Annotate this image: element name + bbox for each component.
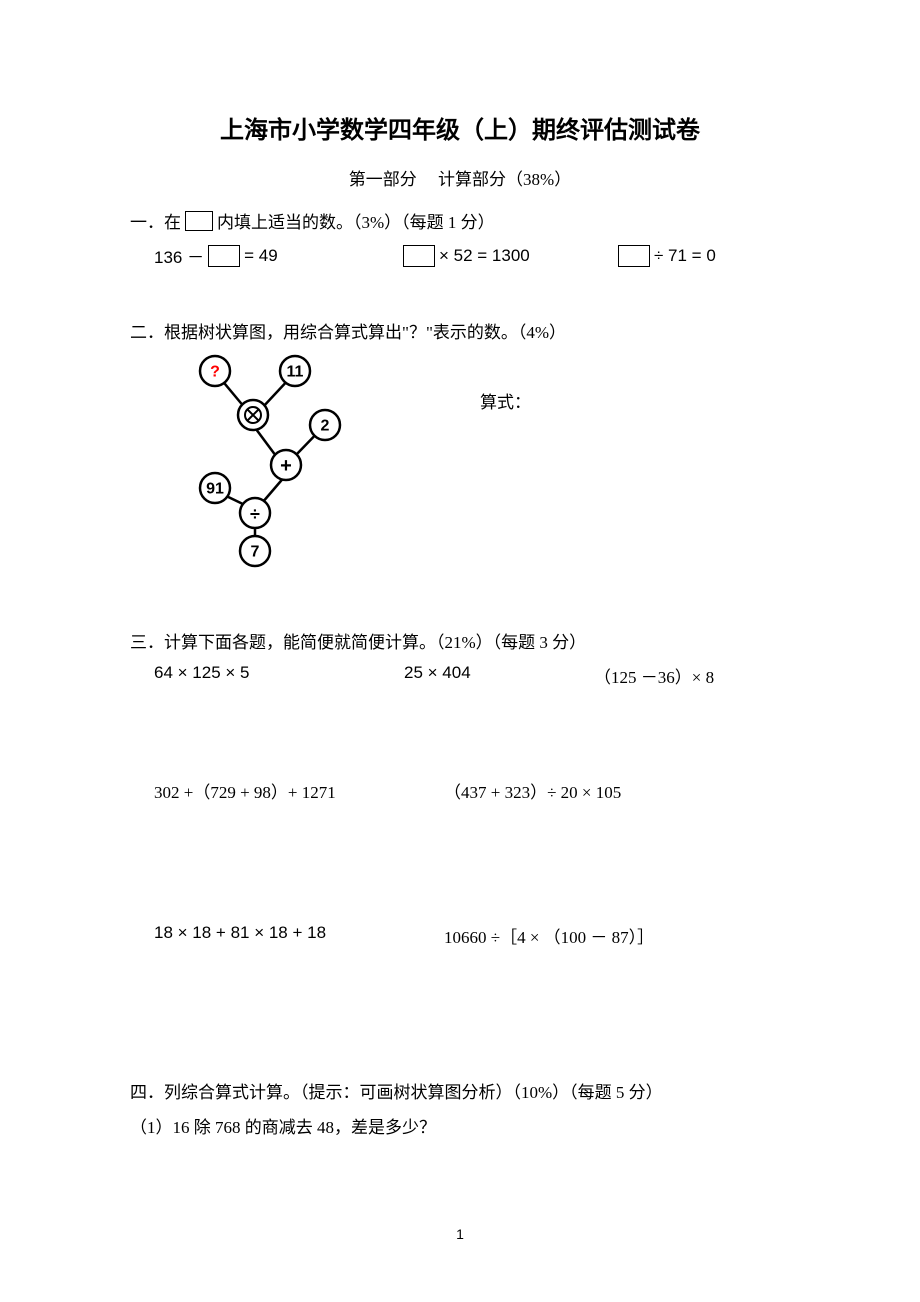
s3-r2b: （437 + 323）÷ 20 × 105 [444,778,621,803]
tree-n7: 7 [251,544,260,561]
tree-n91: 91 [206,481,224,498]
s1-eq2: × 52 = 1300 [399,243,614,268]
formula-label: 算式： [480,388,531,568]
part-subtitle: 第一部分 计算部分（38%） [130,165,790,190]
s2-body: ? 11 2 + 91 ÷ 7 算式： [130,353,790,568]
s3-row2: 302 +（729 + 98）+ 1271 （437 + 323）÷ 20 × … [154,778,790,803]
s1-eq2b: × 52 = 1300 [439,246,530,266]
s3-r3a: 18 × 18 + 81 × 18 + 18 [154,923,444,948]
s1-eq3b: ÷ 71 = 0 [654,246,716,266]
tree-n2: 2 [321,418,330,435]
tree-n11: 11 [287,364,304,381]
s3-r1a: 64 × 125 × 5 [154,663,404,688]
s1-eq3: ÷ 71 = 0 [614,243,716,268]
tree-diagram: ? 11 2 + 91 ÷ 7 [190,353,380,568]
page-number: 1 [0,1226,920,1242]
s3-row3: 18 × 18 + 81 × 18 + 18 10660 ÷［4 × （100 … [154,923,790,948]
exam-title: 上海市小学数学四年级（上）期终评估测试卷 [130,110,790,145]
s1-head-b: 内填上适当的数。（3%）（每题 1 分） [217,208,495,233]
section-4-head: 四．列综合算式计算。（提示：可画树状算图分析）（10%）（每题 5 分） [130,1078,790,1103]
section-1-head: 一．在 内填上适当的数。（3%）（每题 1 分） [130,208,790,233]
tree-div: ÷ [250,504,260,524]
s1-equations: 136 － = 49 × 52 = 1300 ÷ 71 = 0 [154,243,790,268]
s1-eq1a: 136 － [154,243,204,268]
s3-r3b: 10660 ÷［4 × （100 － 87）］ [444,923,654,948]
blank-box [403,245,435,267]
blank-box [618,245,650,267]
s3-r2a: 302 +（729 + 98）+ 1271 [154,778,444,803]
s1-eq1: 136 － = 49 [154,243,399,268]
s3-r1c: （125 －36）× 8 [594,663,714,688]
tree-plus: + [280,455,292,477]
tree-qmark: ? [210,364,220,381]
inline-box-icon [185,211,213,231]
blank-box [208,245,240,267]
s1-eq1b: = 49 [244,246,278,266]
section-3-head: 三．计算下面各题，能简便就简便计算。（21%）（每题 3 分） [130,628,790,653]
s4-q1: （1）16 除 768 的商减去 48，差是多少？ [130,1113,790,1138]
s3-r1b: 25 × 404 [404,663,594,688]
s1-head-a: 一．在 [130,208,181,233]
section-2-head: 二．根据树状算图，用综合算式算出"？"表示的数。（4%） [130,318,790,343]
s3-row1: 64 × 125 × 5 25 × 404 （125 －36）× 8 [154,663,790,688]
